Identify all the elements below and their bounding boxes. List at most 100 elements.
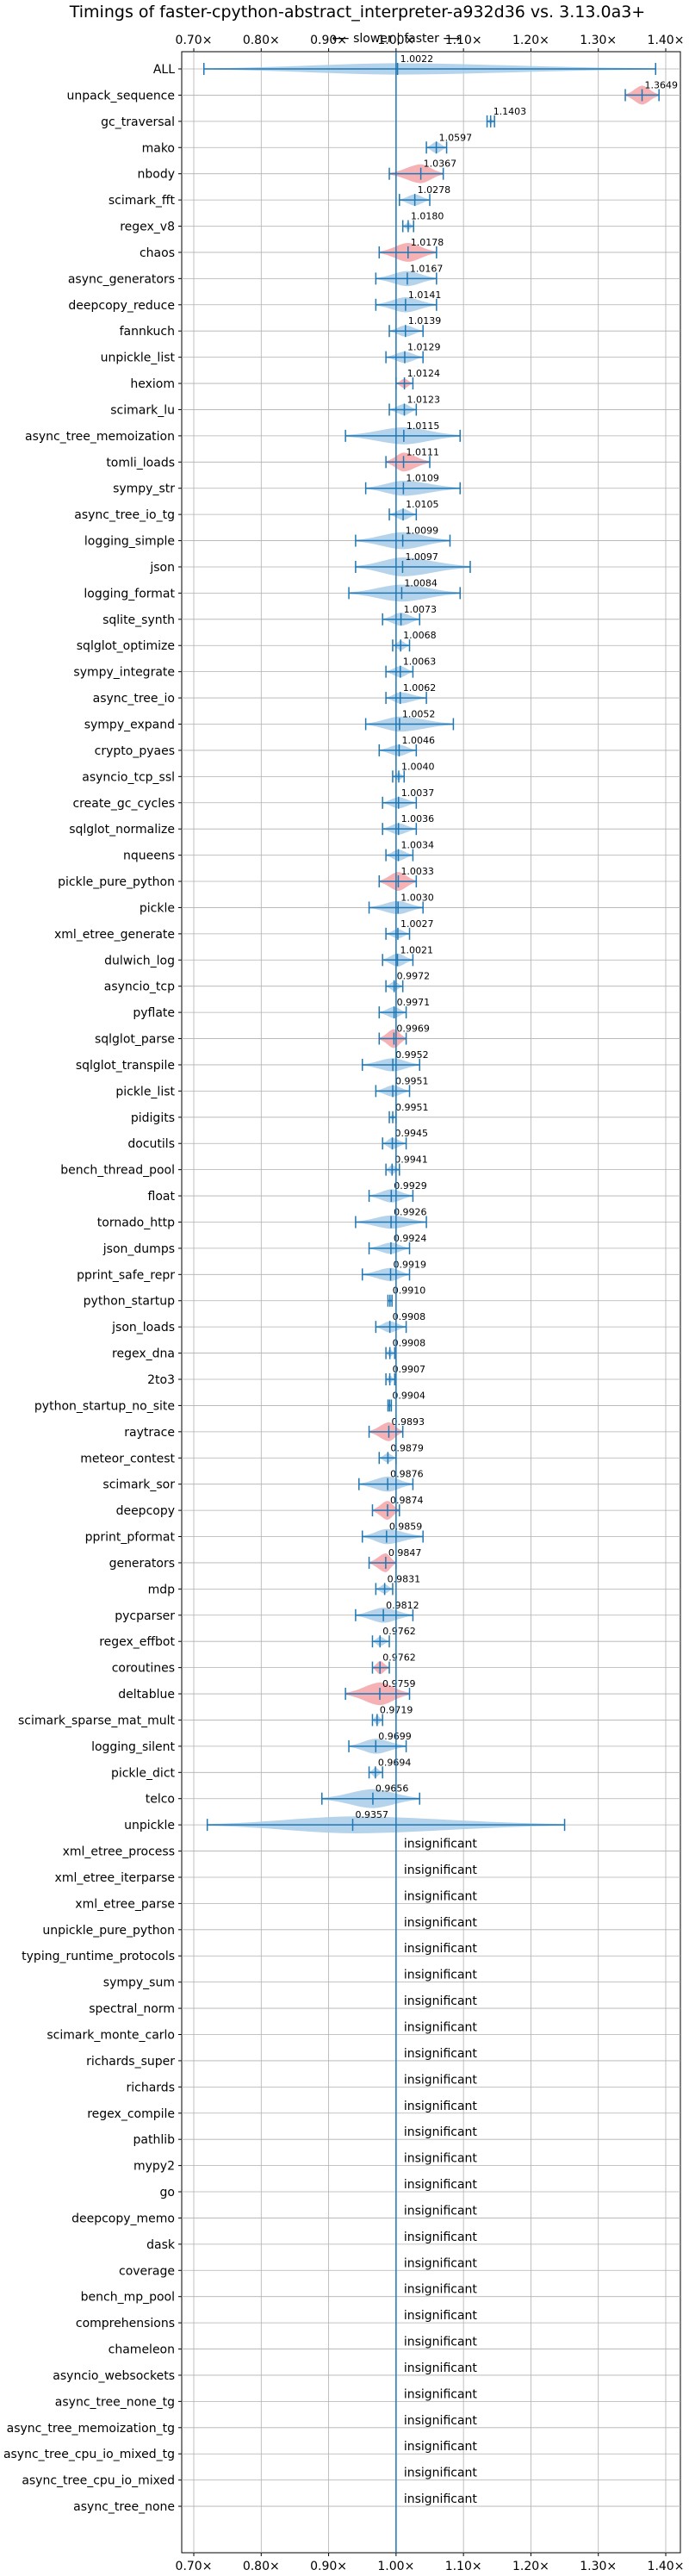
benchmark-row: xml_etree_iterparse insignificant — [55, 1864, 478, 1885]
benchmark-row: nqueens 1.0034 — [123, 840, 434, 863]
benchmark-label: unpack_sequence — [67, 89, 175, 103]
benchmark-row: tornado_http 0.9926 — [97, 1206, 427, 1229]
benchmark-label: asyncio_tcp — [104, 980, 175, 994]
benchmark-row: pprint_pformat 0.9859 — [85, 1521, 424, 1545]
benchmark-label: mdp — [148, 1583, 176, 1596]
benchmark-row: chameleon insignificant — [109, 2336, 478, 2357]
value-label: 0.9699 — [378, 1731, 412, 1742]
benchmark-label: meteor_contest — [80, 1452, 175, 1465]
benchmark-label: async_tree_none — [73, 2500, 175, 2514]
value-label: 0.9847 — [388, 1547, 422, 1559]
benchmark-label: coroutines — [112, 1662, 175, 1676]
tick-label-bottom: 1.20× — [512, 2560, 549, 2573]
benchmark-row: deltablue 0.9759 — [118, 1678, 415, 1706]
value-label: 1.0073 — [404, 604, 438, 615]
value-label: 0.9951 — [395, 1075, 429, 1086]
benchmark-row: xml_etree_generate 1.0027 — [54, 918, 433, 942]
benchmark-label: pathlib — [133, 2133, 176, 2147]
benchmark-row: async_tree_memoization 1.0115 — [25, 420, 461, 445]
value-label: 1.0115 — [407, 420, 440, 432]
benchmark-row: async_tree_cpu_io_mixed_tg insignificant — [3, 2440, 477, 2461]
benchmark-label: pycparser — [115, 1609, 175, 1623]
benchmark-row: mypy2 insignificant — [133, 2152, 477, 2174]
insignificant-label: insignificant — [404, 2125, 478, 2139]
benchmark-label: telco — [146, 1793, 175, 1807]
value-label: 0.9656 — [376, 1783, 409, 1795]
benchmark-row: pickle 1.0030 — [140, 892, 434, 915]
value-label: 1.0022 — [400, 53, 434, 65]
value-label: 0.9929 — [394, 1180, 427, 1192]
benchmark-label: async_generators — [68, 272, 175, 286]
benchmark-row: sqlglot_transpile 0.9952 — [76, 1049, 429, 1073]
benchmark-label: sqlglot_transpile — [76, 1059, 175, 1073]
tick-label-top: 0.90× — [310, 34, 347, 47]
insignificant-label: insignificant — [404, 1916, 478, 1930]
insignificant-label: insignificant — [404, 1889, 478, 1903]
value-label: 1.0027 — [400, 918, 434, 930]
benchmark-label: json_dumps — [102, 1242, 175, 1256]
value-label: 0.9972 — [397, 971, 431, 982]
benchmark-label: async_tree_none_tg — [55, 2395, 175, 2409]
benchmark-row: scimark_lu 1.0123 — [110, 394, 440, 417]
speed-hint: ⟵ slower | faster ⟶ — [332, 32, 461, 46]
grid-layer — [178, 52, 680, 2553]
benchmark-row: regex_compile insignificant — [87, 2100, 477, 2121]
benchmark-row: async_generators 1.0167 — [68, 263, 444, 286]
benchmark-row: gc_traversal 1.1403 — [101, 106, 526, 129]
tick-label-top: 1.10× — [445, 34, 482, 47]
insignificant-label: insignificant — [404, 2492, 478, 2506]
benchmark-label: typing_runtime_protocols — [22, 1950, 175, 1963]
benchmark-label: pidigits — [131, 1111, 175, 1125]
benchmark-label: unpickle_list — [101, 352, 176, 365]
benchmark-row: mako 1.0597 — [142, 132, 472, 155]
benchmark-row: pycparser 0.9812 — [115, 1600, 419, 1623]
benchmark-row: sympy_str 1.0109 — [113, 473, 461, 496]
tick-label-bottom: 1.10× — [445, 2560, 482, 2573]
benchmark-row: unpack_sequence 1.3649 — [67, 79, 678, 105]
benchmark-row: scimark_sparse_mat_mult0.9719 — [18, 1704, 413, 1727]
benchmark-label: tornado_http — [97, 1216, 175, 1229]
value-label: 0.9762 — [382, 1626, 416, 1637]
benchmark-label: python_startup — [84, 1295, 175, 1309]
insignificant-label: insignificant — [404, 2073, 478, 2087]
benchmark-row: pathlib insignificant — [133, 2125, 478, 2147]
benchmark-label: pyflate — [133, 1006, 175, 1020]
benchmark-row: pickle_dict 0.9694 — [111, 1757, 411, 1780]
insignificant-label: insignificant — [404, 2100, 478, 2113]
value-label: 1.0367 — [424, 159, 457, 170]
benchmark-row: python_startup_no_site 0.9904 — [34, 1390, 425, 1413]
benchmark-label: async_tree_cpu_io_mixed_tg — [3, 2448, 175, 2461]
benchmark-label: regex_effbot — [99, 1635, 175, 1649]
benchmark-row: richards_super insignificant — [86, 2047, 477, 2069]
value-label: 0.9762 — [382, 1652, 416, 1664]
value-label: 0.9945 — [395, 1128, 429, 1139]
insignificant-label: insignificant — [404, 2414, 478, 2428]
benchmark-label: xml_etree_generate — [54, 928, 175, 942]
benchmark-label: pprint_safe_repr — [77, 1268, 175, 1282]
benchmark-row: go insignificant — [160, 2178, 478, 2200]
tick-label-top: 0.80× — [243, 34, 280, 47]
benchmark-label: float — [148, 1190, 176, 1204]
insignificant-label: insignificant — [404, 2336, 478, 2349]
value-label: 1.0037 — [401, 787, 435, 799]
benchmark-label: unpickle_pure_python — [42, 1924, 175, 1938]
value-label: 1.0278 — [418, 184, 451, 196]
benchmark-row: regex_dna 0.9908 — [112, 1338, 425, 1361]
tick-label-bottom: 0.70× — [176, 2560, 213, 2573]
tick-label-top: 1.20× — [512, 34, 549, 47]
value-label: 1.0597 — [439, 132, 473, 143]
benchmark-label: sqlglot_normalize — [69, 823, 175, 837]
benchmark-label: dulwich_log — [104, 954, 175, 968]
insignificant-label: insignificant — [404, 2309, 478, 2323]
benchmark-label: chaos — [140, 246, 175, 260]
benchmark-row: xml_etree_process insignificant — [63, 1838, 478, 1859]
benchmark-label: bench_mp_pool — [81, 2291, 175, 2305]
benchmark-row: async_tree_io_tg 1.0105 — [74, 499, 438, 522]
benchmark-label: pickle — [140, 901, 175, 915]
benchmark-row: unpickle_list 1.0129 — [101, 342, 441, 365]
benchmark-label: xml_etree_parse — [75, 1897, 175, 1911]
benchmark-label: deepcopy — [116, 1504, 175, 1518]
benchmark-label: regex_dna — [112, 1347, 175, 1361]
value-label: 0.9926 — [394, 1206, 427, 1217]
benchmark-row: regex_v8 1.0180 — [120, 211, 444, 234]
